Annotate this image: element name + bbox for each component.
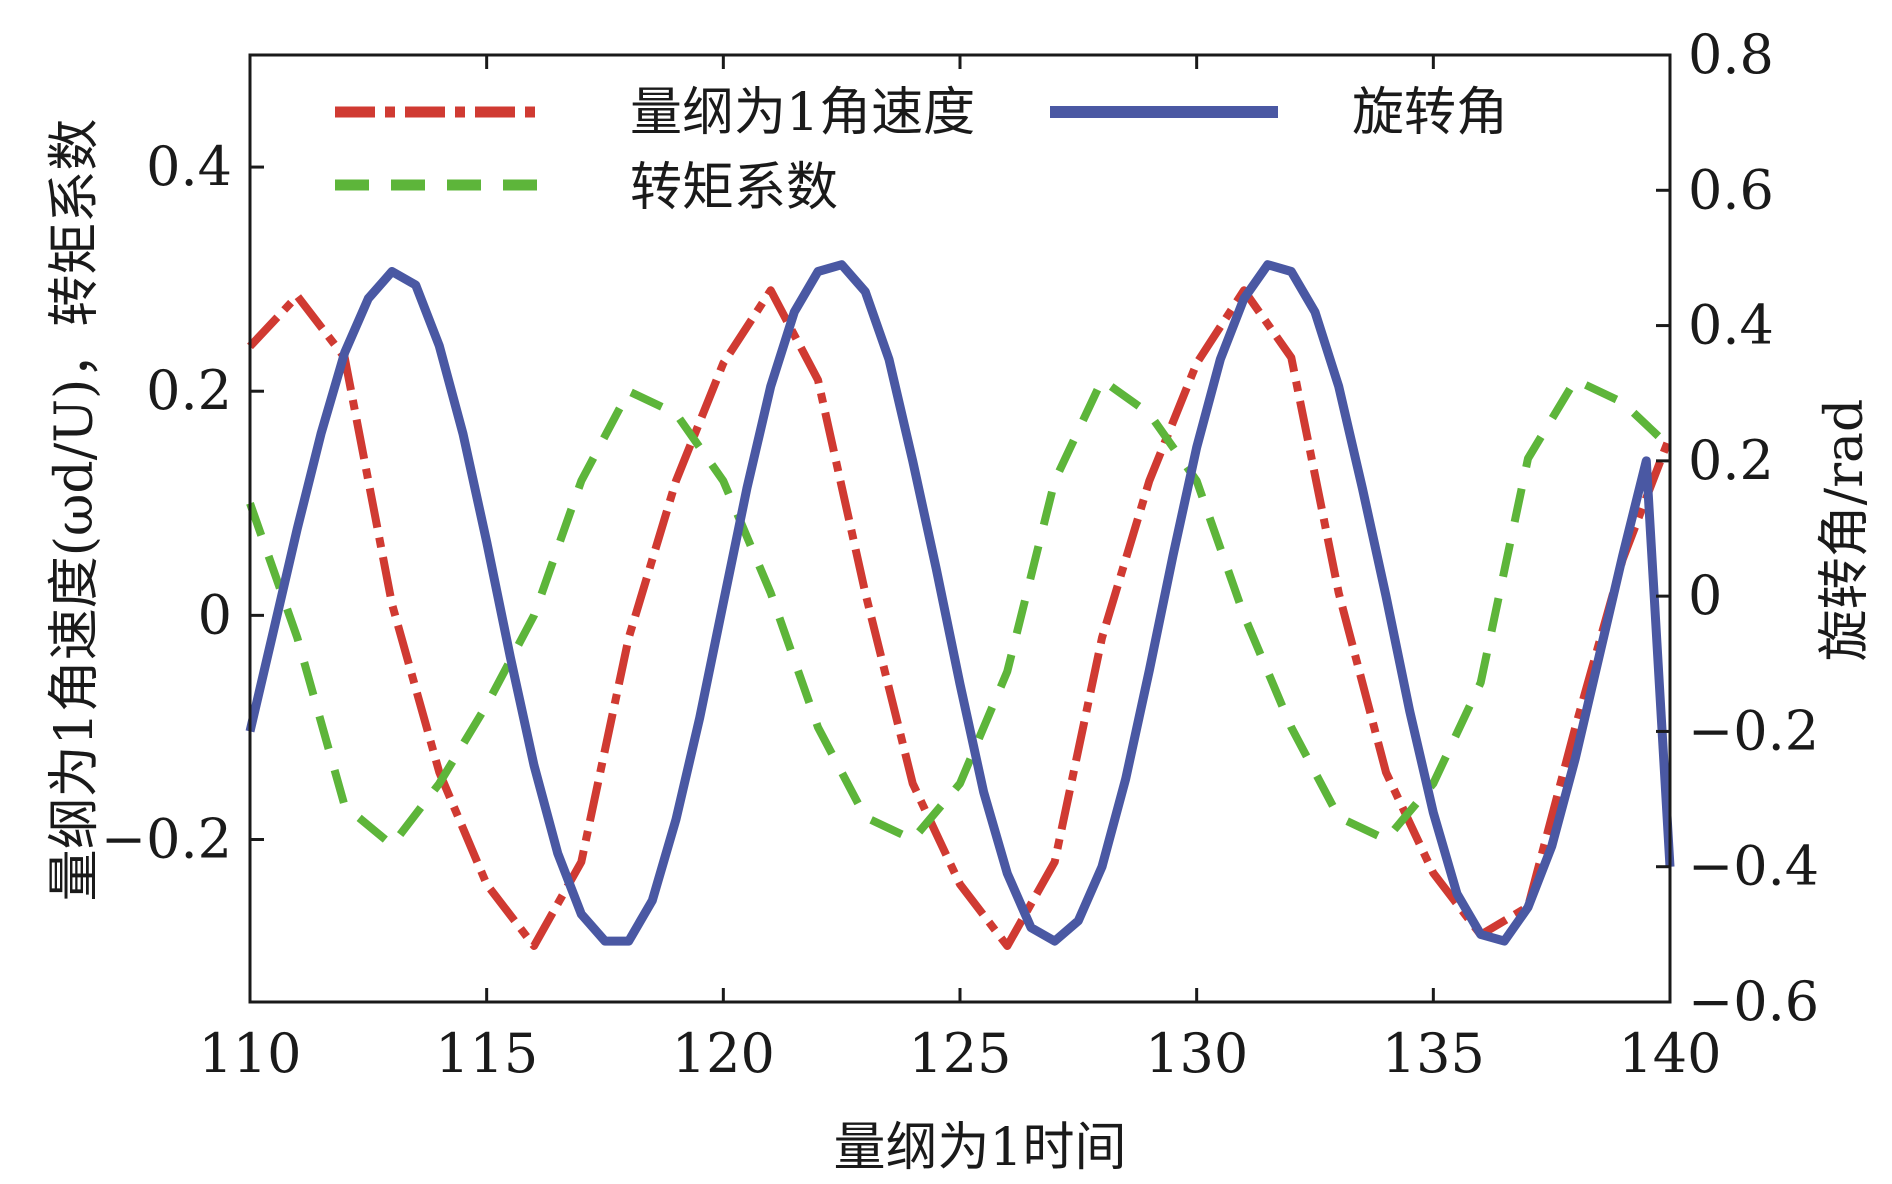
- x-tick-label: 135: [1382, 1022, 1485, 1085]
- series-line-rotation-angle: [245, 260, 1675, 946]
- y-right-tick-label: −0.2: [1688, 699, 1819, 762]
- y-right-tick-label: 0.8: [1688, 23, 1774, 86]
- y-right-tick-label: 0.2: [1688, 429, 1774, 492]
- y-axis-right: −0.6 −0.4 −0.2 0 0.2 0.4 0.6 0.8: [1656, 23, 1819, 1033]
- legend-label-rotation-angle: 旋转角: [1352, 83, 1508, 143]
- y-left-tick-label: 0.4: [146, 135, 232, 198]
- x-axis: 110 115 120 125 130 135 140: [198, 55, 1722, 1085]
- x-tick-label: 125: [908, 1022, 1011, 1085]
- y-right-tick-label: −0.6: [1688, 970, 1819, 1033]
- y-axis-right-title: 旋转角/rad: [1815, 399, 1875, 662]
- series-line-angular-velocity: [247, 286, 1674, 950]
- y-axis-left: −0.2 0 0.2 0.4: [101, 135, 264, 870]
- x-tick-label: 140: [1618, 1022, 1721, 1085]
- series-line-torque-coefficient: [246, 376, 1673, 850]
- x-tick-label: 115: [435, 1022, 538, 1085]
- legend-label-torque-coefficient: 转矩系数: [630, 158, 838, 218]
- y-right-tick-label: −0.4: [1688, 835, 1819, 898]
- x-tick-label: 130: [1145, 1022, 1248, 1085]
- y-right-tick-label: 0.6: [1688, 158, 1774, 221]
- series-layer: [245, 260, 1675, 950]
- x-tick-label: 120: [672, 1022, 775, 1085]
- plot-area-frame: [248, 53, 1672, 1004]
- y-right-tick-label: 0.4: [1688, 294, 1774, 357]
- legend-label-angular-velocity: 量纲为1角速度: [630, 83, 975, 143]
- y-left-tick-label: −0.2: [101, 807, 232, 870]
- y-right-tick-label: 0: [1688, 564, 1722, 627]
- x-axis-title: 量纲为1时间: [833, 1118, 1126, 1178]
- y-left-tick-label: 0: [198, 583, 232, 646]
- legend: 量纲为1角速度 旋转角 转矩系数: [335, 83, 1508, 218]
- y-axis-left-title: 量纲为1角速度(ωd/U)，转矩系数: [45, 119, 105, 902]
- y-left-tick-label: 0.2: [146, 359, 232, 422]
- x-tick-label: 110: [198, 1022, 301, 1085]
